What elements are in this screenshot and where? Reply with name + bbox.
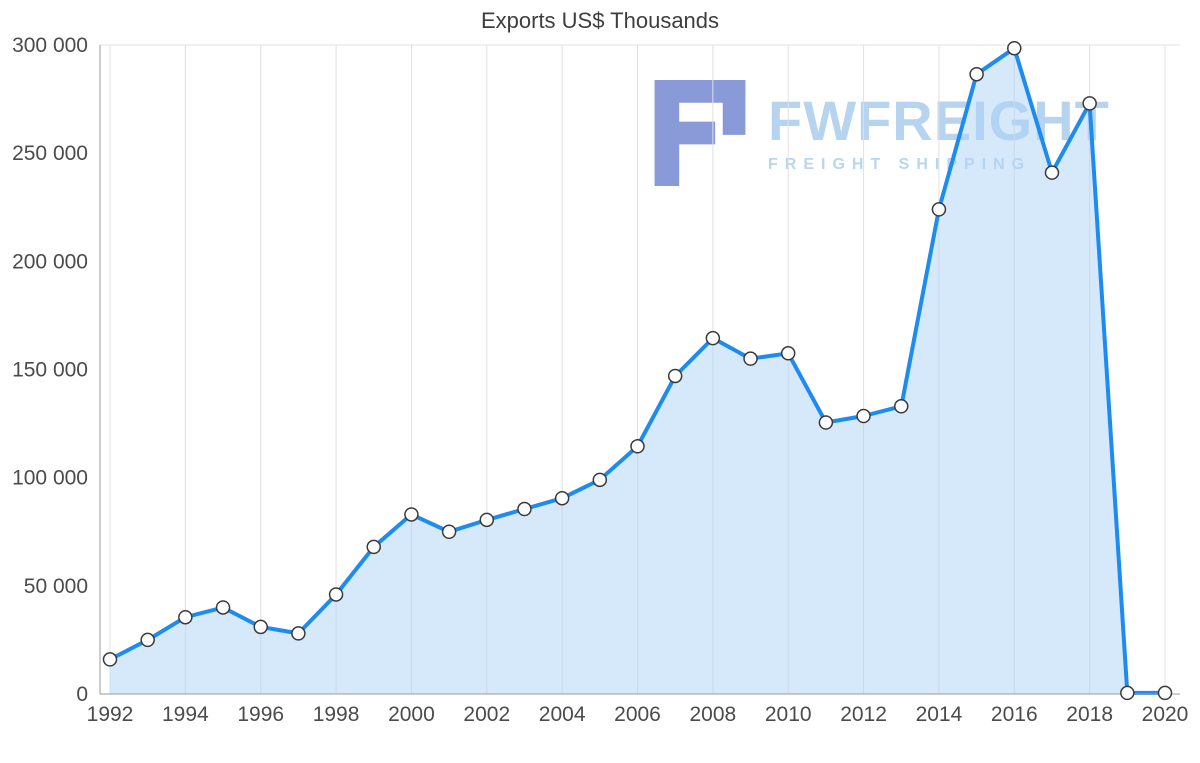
x-axis-label: 2014 [916,703,963,726]
x-axis-label: 2010 [765,703,812,726]
data-point-marker [102,652,118,667]
x-axis-label: 2018 [1066,703,1113,726]
data-point-marker [441,524,457,539]
x-axis-label: 2012 [840,703,887,726]
y-axis-label: 150 000 [12,359,88,382]
data-point-marker [1007,40,1022,56]
y-axis-label: 50 000 [24,575,88,598]
watermark-brand-text: FWFREIGHT [768,89,1110,152]
data-point-marker [931,202,947,217]
data-point-marker [969,66,984,82]
y-axis-label: 0 [76,683,88,706]
data-point-marker [291,626,306,641]
data-point-marker [780,346,796,361]
x-axis-label: 1994 [162,703,209,726]
data-point-marker [215,600,231,615]
data-point-marker [1082,96,1097,111]
data-point-marker [592,472,608,488]
data-point-marker [1120,685,1135,701]
chart-title: Exports US$ Thousands [480,8,720,33]
x-axis-label: 1992 [87,703,134,726]
fwfreight-logo-glyph [654,80,746,186]
x-axis-label: 2020 [1142,703,1189,726]
data-point-marker [667,368,683,384]
data-point-marker [517,501,532,517]
data-point-marker [743,351,758,366]
y-axis-label: 100 000 [12,467,88,490]
data-point-marker [178,609,193,625]
y-axis-label: 300 000 [12,34,88,57]
x-axis-label: 2002 [463,703,510,726]
x-axis-label: 1998 [313,703,360,726]
x-axis-label: 2000 [388,703,435,726]
data-point-marker [1044,165,1060,180]
data-point-marker [856,408,871,424]
data-point-marker [894,399,909,414]
data-point-marker [705,330,721,346]
data-point-marker [1157,685,1173,701]
data-point-marker [630,439,645,454]
data-point-marker [479,512,495,528]
x-axis-label: 2016 [991,703,1038,726]
data-point-marker [253,619,268,635]
y-axis-label: 250 000 [12,142,88,165]
x-axis-label: 1996 [237,703,284,726]
data-point-marker [554,490,570,506]
data-point-marker [328,587,344,602]
x-axis-label: 2008 [689,703,736,726]
y-axis-label: 200 000 [12,250,88,273]
series-area-fill [110,48,1165,694]
x-axis-label: 2004 [539,703,586,726]
fwfreight-logo-icon [654,80,746,186]
data-point-marker [140,632,155,648]
data-point-marker [818,415,834,430]
data-point-marker [404,507,419,522]
x-axis-label: 2006 [614,703,661,726]
data-point-marker [366,539,381,555]
